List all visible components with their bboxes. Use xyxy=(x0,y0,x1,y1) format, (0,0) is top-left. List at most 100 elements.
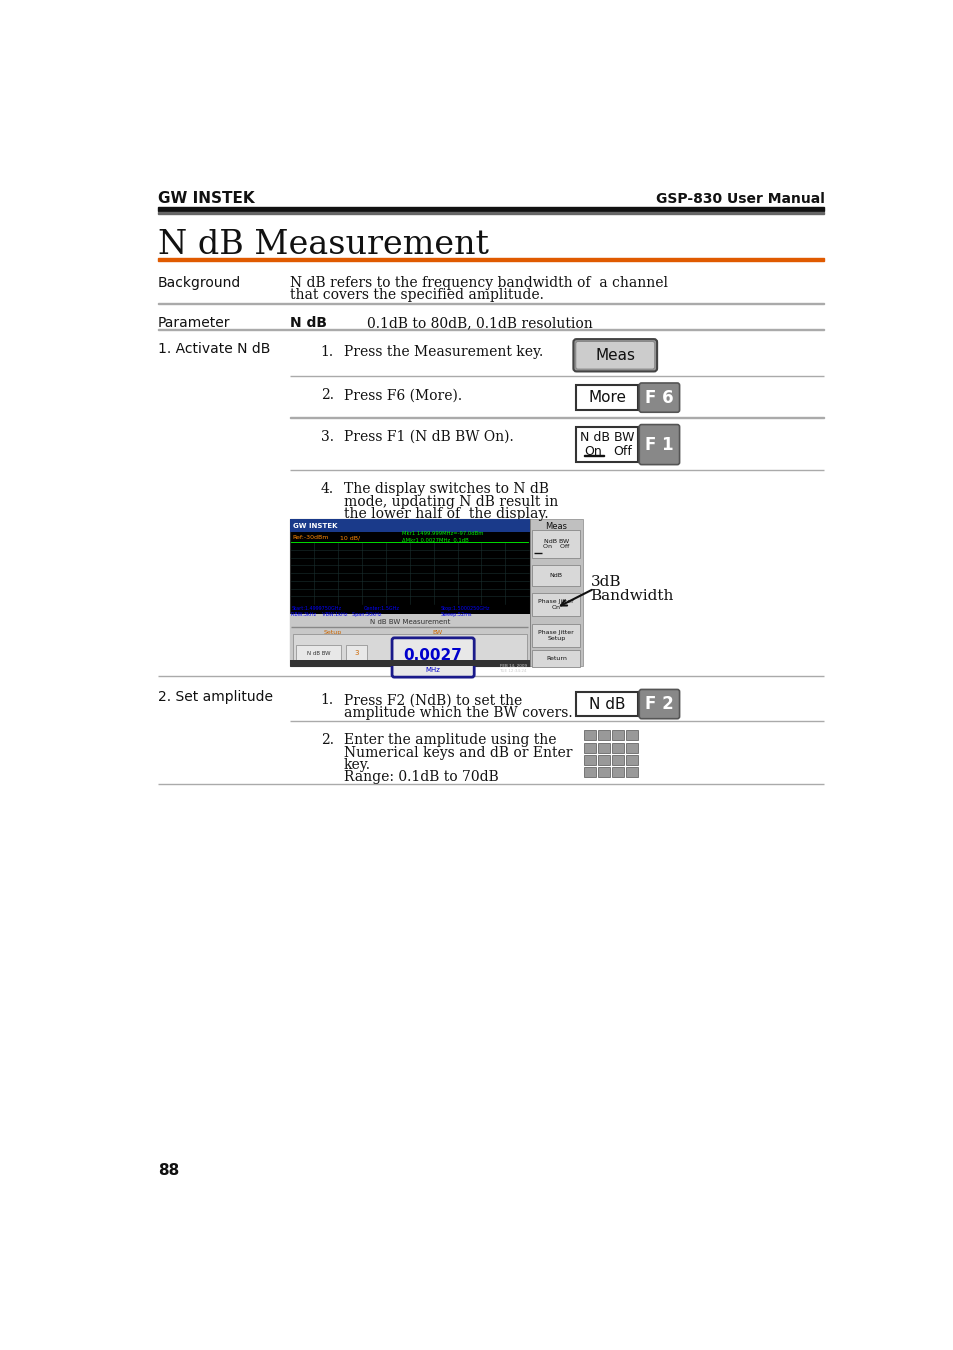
Text: GW INSTEK: GW INSTEK xyxy=(293,524,337,529)
Text: 2. Set amplitude: 2. Set amplitude xyxy=(158,690,273,705)
Bar xyxy=(532,651,579,667)
Text: Setup: Setup xyxy=(323,630,341,634)
Text: Ref:-30dBm: Ref:-30dBm xyxy=(293,535,329,540)
Bar xyxy=(532,566,579,586)
Text: RBW:3kHz    VBW:1kHz   Span:50kHz: RBW:3kHz VBW:1kHz Span:50kHz xyxy=(291,613,381,617)
Text: F 1: F 1 xyxy=(644,436,673,454)
Text: NdB: NdB xyxy=(549,572,562,578)
Text: F 6: F 6 xyxy=(644,389,673,406)
Text: N dB: N dB xyxy=(589,697,625,711)
Bar xyxy=(345,645,367,660)
Text: 1.: 1. xyxy=(320,694,334,707)
FancyBboxPatch shape xyxy=(575,342,654,369)
Text: 10 dB/: 10 dB/ xyxy=(340,535,360,540)
FancyBboxPatch shape xyxy=(639,383,679,412)
Bar xyxy=(576,427,638,462)
Bar xyxy=(532,531,579,558)
Text: N dB BW: N dB BW xyxy=(579,431,634,444)
Text: Press F1 (N dB BW On).: Press F1 (N dB BW On). xyxy=(344,429,514,444)
Text: Enter the amplitude using the: Enter the amplitude using the xyxy=(344,733,556,748)
Text: GSP-830 User Manual: GSP-830 User Manual xyxy=(655,192,823,207)
Text: Off: Off xyxy=(613,446,632,458)
Text: Center:1.5GHz: Center:1.5GHz xyxy=(363,606,399,612)
Text: 88: 88 xyxy=(158,1164,179,1179)
Bar xyxy=(583,767,596,778)
Text: Bandwidth: Bandwidth xyxy=(590,590,673,603)
Text: 4.: 4. xyxy=(320,482,334,497)
Text: Mkr1 1499.999MHz=-97.0dBm: Mkr1 1499.999MHz=-97.0dBm xyxy=(402,531,483,536)
Text: GW INSTEK: GW INSTEK xyxy=(158,192,254,207)
Bar xyxy=(583,755,596,765)
Bar xyxy=(530,520,582,666)
Bar xyxy=(612,755,623,765)
Bar xyxy=(295,645,340,660)
Text: 0.0027: 0.0027 xyxy=(403,648,462,663)
Text: 2.: 2. xyxy=(320,733,334,748)
Bar xyxy=(532,593,579,617)
Bar xyxy=(293,634,526,663)
Bar xyxy=(598,755,609,765)
Text: F 2: F 2 xyxy=(644,695,673,713)
Bar xyxy=(598,767,609,778)
Text: 2.: 2. xyxy=(320,389,334,402)
FancyBboxPatch shape xyxy=(392,637,474,678)
Text: mode, updating N dB result in: mode, updating N dB result in xyxy=(344,494,558,509)
Text: ΔMkr1 0.0027MHz  0.1dB: ΔMkr1 0.0027MHz 0.1dB xyxy=(402,537,468,543)
Text: amplitude which the BW covers.: amplitude which the BW covers. xyxy=(344,706,572,720)
Bar xyxy=(532,624,579,647)
Bar xyxy=(583,730,596,740)
Bar xyxy=(612,743,623,752)
FancyBboxPatch shape xyxy=(639,424,679,464)
Text: FEB 14, 2009
TUE 12:34:24: FEB 14, 2009 TUE 12:34:24 xyxy=(498,664,526,672)
Bar xyxy=(625,755,637,765)
Text: 3.: 3. xyxy=(320,429,334,444)
Bar xyxy=(625,767,637,778)
Text: Phase Jitter
Setup: Phase Jitter Setup xyxy=(537,630,574,641)
Text: MHz: MHz xyxy=(425,667,440,674)
FancyBboxPatch shape xyxy=(573,339,657,371)
Text: Press F2 (NdB) to set the: Press F2 (NdB) to set the xyxy=(344,694,521,707)
Text: Start:1.4999750GHz: Start:1.4999750GHz xyxy=(291,606,341,612)
Text: NdB BW
On    Off: NdB BW On Off xyxy=(542,539,569,549)
Bar xyxy=(576,691,638,717)
Text: 3: 3 xyxy=(354,651,358,656)
Text: that covers the specified amplitude.: that covers the specified amplitude. xyxy=(290,289,543,302)
Text: Sweep:52ms: Sweep:52ms xyxy=(440,613,472,617)
Text: Background: Background xyxy=(158,275,241,290)
Bar xyxy=(612,730,623,740)
Bar xyxy=(158,258,823,261)
Bar xyxy=(612,767,623,778)
Text: On: On xyxy=(584,446,601,458)
Text: Parameter: Parameter xyxy=(158,316,231,329)
Bar xyxy=(576,385,638,410)
FancyBboxPatch shape xyxy=(639,690,679,718)
Bar xyxy=(625,730,637,740)
Bar xyxy=(158,207,823,211)
Text: Numerical keys and dB or Enter: Numerical keys and dB or Enter xyxy=(344,745,572,760)
Bar xyxy=(625,743,637,752)
Text: Stop:1.5000250GHz: Stop:1.5000250GHz xyxy=(440,606,490,612)
Text: BW: BW xyxy=(432,630,441,634)
Text: The display switches to N dB: The display switches to N dB xyxy=(344,482,548,497)
Bar xyxy=(598,743,609,752)
Text: key.: key. xyxy=(344,757,371,772)
Text: 0.1dB to 80dB, 0.1dB resolution: 0.1dB to 80dB, 0.1dB resolution xyxy=(367,316,593,329)
Text: Meas: Meas xyxy=(545,522,567,532)
Text: 3dB: 3dB xyxy=(590,575,620,590)
Text: N dB BW Measurement: N dB BW Measurement xyxy=(370,618,450,625)
Text: N dB refers to the frequency bandwidth of  a channel: N dB refers to the frequency bandwidth o… xyxy=(290,275,667,290)
Bar xyxy=(290,520,530,532)
Text: N dB BW: N dB BW xyxy=(306,651,330,656)
Text: 1.: 1. xyxy=(320,346,334,359)
Bar xyxy=(290,614,530,666)
Text: N dB: N dB xyxy=(290,316,327,329)
Text: Meas: Meas xyxy=(595,348,635,363)
Text: Press the Measurement key.: Press the Measurement key. xyxy=(344,346,542,359)
Text: the lower half of  the display.: the lower half of the display. xyxy=(344,508,548,521)
Text: N dB Measurement: N dB Measurement xyxy=(158,230,489,261)
Text: 1. Activate N dB: 1. Activate N dB xyxy=(158,342,270,356)
Bar xyxy=(291,543,529,603)
Text: Phase Jitter
On: Phase Jitter On xyxy=(537,599,574,610)
Text: Return: Return xyxy=(545,656,566,662)
Bar xyxy=(290,660,530,666)
